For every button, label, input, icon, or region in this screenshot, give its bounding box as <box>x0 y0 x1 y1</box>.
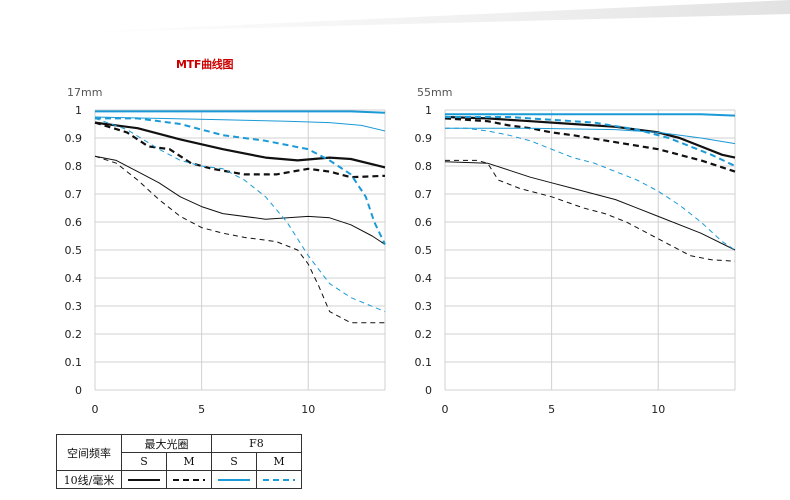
legend-group-f8: F8 <box>211 434 302 453</box>
top-decorative-band <box>60 0 790 33</box>
grid-lines <box>444 109 736 391</box>
series-line-f8-10-m <box>445 116 736 167</box>
series-line-wide-30-s <box>94 155 386 245</box>
series-line-wide-10-m <box>444 117 736 173</box>
y-tick-label: 0.1 <box>65 356 83 369</box>
y-tick-label: 0.9 <box>65 132 83 145</box>
y-tick-label: 0.6 <box>65 216 83 229</box>
y-tick-label: 0.2 <box>415 328 433 341</box>
series-line-f8-10-s <box>445 113 736 117</box>
chart-focal-label: 55mm <box>417 86 452 99</box>
y-tick-label: 0.7 <box>65 188 83 201</box>
y-tick-label: 0.8 <box>415 160 433 173</box>
legend-group-wide-open: 最大光圈 <box>121 434 212 453</box>
series-line-f8-30-s <box>445 127 736 145</box>
y-tick-label: 0.3 <box>65 300 83 313</box>
y-tick-label: 0 <box>75 384 82 397</box>
legend-col-f8-m: M <box>256 452 302 471</box>
legend-col-wide-m: M <box>166 452 212 471</box>
y-tick-label: 0 <box>425 384 432 397</box>
x-tick-label: 10 <box>301 403 315 416</box>
y-tick-label: 0.7 <box>415 188 433 201</box>
legend-row-10lines: 10线/毫米 <box>56 470 122 489</box>
y-tick-label: 0.2 <box>65 328 83 341</box>
y-tick-label: 0.8 <box>65 160 83 173</box>
y-tick-label: 1 <box>425 104 432 117</box>
page-title: MTF曲线图 <box>176 58 234 71</box>
x-tick-label: 5 <box>198 403 205 416</box>
y-tick-label: 0.3 <box>415 300 433 313</box>
y-tick-label: 0.4 <box>415 272 433 285</box>
chart-focal-label: 17mm <box>67 86 102 99</box>
legend-sample-f8-s <box>211 470 257 489</box>
series-line-wide-30-m <box>94 155 385 324</box>
series-line-wide-30-m <box>445 159 736 262</box>
series-line-f8-10-s <box>95 110 386 114</box>
series-line-f8-30-s <box>94 116 386 132</box>
x-tick-label: 0 <box>442 403 449 416</box>
y-tick-label: 1 <box>75 104 82 117</box>
x-tick-label: 5 <box>548 403 555 416</box>
y-tick-label: 0.5 <box>415 244 433 257</box>
legend-table: 空间频率 最大光圈 F8 S M S M 10线/毫米 <box>56 434 302 489</box>
legend-sample-wide-s <box>121 470 167 489</box>
legend-col-f8-s: S <box>211 452 257 471</box>
series-line-wide-30-s <box>444 161 736 251</box>
series-line-f8-10-m <box>95 117 386 245</box>
x-tick-label: 10 <box>651 403 665 416</box>
legend-col-wide-s: S <box>121 452 167 471</box>
y-tick-label: 0.5 <box>65 244 83 257</box>
y-tick-label: 0.9 <box>415 132 433 145</box>
legend-sample-wide-m <box>166 470 212 489</box>
series-line-f8-30-m <box>445 127 736 251</box>
legend-row-header: 空间频率 <box>56 434 122 471</box>
series-line-wide-10-s <box>94 121 386 169</box>
y-tick-label: 0.6 <box>415 216 433 229</box>
series-line-f8-30-m <box>94 117 386 313</box>
legend-sample-f8-m <box>256 470 302 489</box>
y-tick-label: 0.1 <box>415 356 433 369</box>
y-tick-label: 0.4 <box>65 272 83 285</box>
x-tick-label: 0 <box>92 403 99 416</box>
